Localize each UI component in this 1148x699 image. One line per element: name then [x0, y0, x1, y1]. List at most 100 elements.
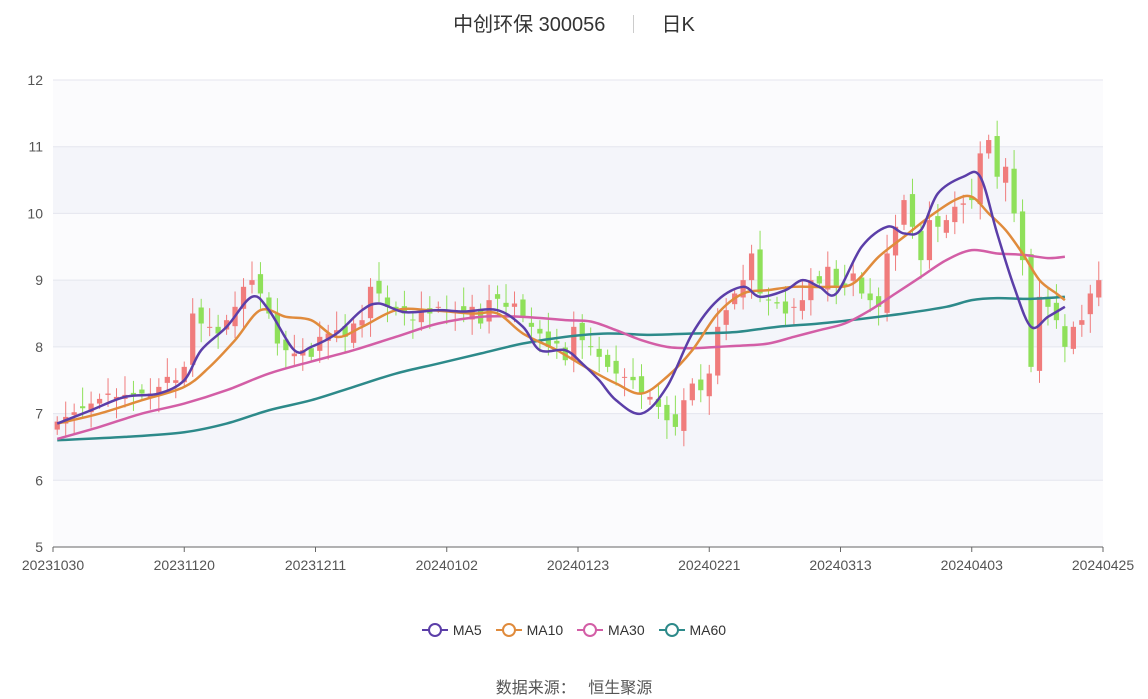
candlestick-chart: 5 6 7 8 9 10 11 12 20231030 20231120 20231211 20240… [22, 72, 1135, 573]
legend-item-ma5[interactable]: MA5 [421, 622, 482, 638]
legend-item-ma10[interactable]: MA10 [495, 622, 564, 638]
chart-title: 中创环保 300056 [453, 14, 606, 36]
candle-body [892, 226, 899, 256]
candle-body [799, 300, 806, 311]
legend-label-ma10: MA10 [526, 622, 564, 638]
legend-swatch-ma60 [658, 623, 685, 637]
candle-body [376, 280, 382, 294]
legend-label-ma5: MA5 [452, 622, 482, 638]
y-tick-label: 9 [35, 272, 43, 288]
candle-body [359, 320, 365, 326]
candle-body [113, 396, 120, 400]
candle-body [1019, 211, 1026, 261]
candle-body [850, 273, 856, 281]
candle-body [173, 380, 179, 383]
candle-body [689, 383, 695, 401]
x-tick-label: 20231120 [154, 557, 215, 573]
x-tick-label: 20240123 [547, 557, 610, 573]
y-tick-label: 8 [35, 339, 43, 355]
x-tick-label: 20240102 [416, 557, 479, 573]
y-tick-label: 10 [27, 205, 43, 221]
candle-body [875, 296, 882, 307]
candle-body [723, 310, 729, 325]
candle-body [748, 253, 755, 281]
candle-body [579, 322, 585, 341]
candle-body [520, 299, 526, 317]
candle-body [1087, 293, 1093, 315]
x-tick-label: 20240403 [941, 557, 1004, 573]
candle-body [588, 346, 594, 348]
candle-body [207, 326, 213, 328]
candle-body [80, 406, 86, 409]
legend-swatch-ma30 [577, 623, 604, 637]
candle-body [698, 379, 704, 391]
candle-body [605, 354, 611, 367]
candle-body [240, 286, 247, 309]
x-tick-label: 20231211 [285, 557, 346, 573]
candle-body [681, 400, 687, 431]
candle-body [198, 307, 204, 324]
plot-band [53, 480, 1103, 547]
candle-body [969, 197, 975, 201]
candle-body [190, 313, 196, 365]
candle-body [638, 376, 645, 394]
candle-body [105, 393, 111, 395]
candle-body [528, 322, 535, 327]
candle-body [655, 398, 662, 407]
candle-body [621, 376, 628, 378]
candle-body [715, 326, 721, 376]
candle-body [774, 302, 780, 304]
plot-band [53, 146, 1103, 214]
candle-body [1011, 168, 1017, 214]
x-tick-label: 20231030 [22, 557, 85, 573]
candle-body [554, 340, 560, 344]
candle-body [1002, 166, 1009, 183]
ma60-line [57, 295, 1065, 442]
candle-body [664, 404, 670, 421]
plot-band [53, 80, 1103, 147]
x-tick-label: 20240313 [809, 557, 872, 573]
candle-body [1045, 296, 1051, 307]
candle-body [672, 414, 679, 427]
candle-body [291, 353, 297, 357]
candle-body [630, 376, 636, 381]
y-tick-label: 11 [28, 139, 43, 155]
plot-band [53, 413, 1103, 481]
candle-body [181, 366, 187, 383]
candle-body [249, 280, 255, 285]
candle-body [54, 421, 60, 430]
candle-body [88, 403, 94, 413]
candle-body [791, 306, 797, 308]
source-label: 数据来源： [495, 680, 576, 697]
candle-body [960, 203, 966, 205]
plot-band [53, 280, 1103, 347]
candle-body [1079, 320, 1085, 325]
candle-body [647, 396, 653, 400]
candle-body [994, 136, 1000, 177]
candle-body [935, 216, 941, 227]
legend-item-ma30[interactable]: MA30 [577, 622, 645, 638]
x-tick-label: 20240221 [678, 557, 741, 573]
x-tick-label: 20240425 [1072, 557, 1135, 573]
legend-item-ma60[interactable]: MA60 [658, 622, 726, 638]
candle-body [825, 266, 831, 290]
candle-body [986, 140, 992, 154]
candle-body [274, 313, 281, 344]
candle-body [334, 330, 340, 334]
candle-body [164, 376, 170, 383]
candle-body [266, 297, 272, 314]
candle-body [757, 249, 763, 294]
source-name: 恒生聚源 [588, 680, 653, 697]
y-tick-label: 5 [35, 539, 43, 555]
candle-body [308, 348, 314, 357]
title-separator [632, 15, 634, 33]
candle-body [223, 320, 230, 330]
candle-body [782, 301, 789, 314]
candle-body [71, 412, 77, 415]
candle-body [867, 293, 873, 301]
chart-title-row: 中创环保 300056 日K [0, 8, 1148, 37]
candle-body [918, 230, 924, 261]
candle-body [884, 253, 890, 313]
candle-body [342, 326, 348, 337]
candle-body [909, 194, 916, 227]
